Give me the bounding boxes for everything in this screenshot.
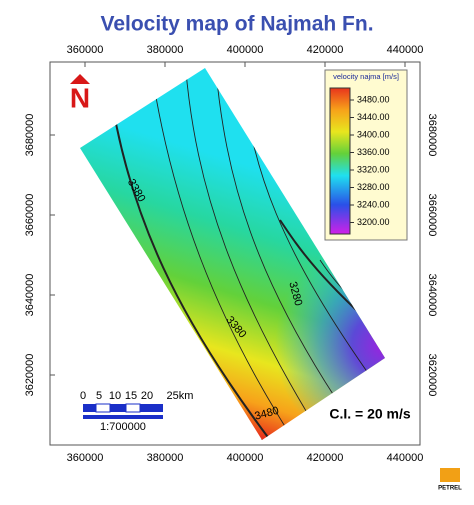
scale-label: 5 <box>96 390 102 402</box>
legend-label: 3400.00 <box>357 129 390 139</box>
scale-label: 20 <box>141 390 153 402</box>
y-tick-label-left: 3620000 <box>24 354 36 397</box>
scale-label: 0 <box>80 390 86 402</box>
velocity-surface-low <box>80 68 385 440</box>
y-tick-label-left: 3660000 <box>24 194 36 237</box>
x-tick-label-top: 440000 <box>387 44 424 56</box>
x-tick-label-top: 380000 <box>147 44 184 56</box>
x-tick-label-top: 400000 <box>227 44 264 56</box>
scale-label: 15 <box>125 390 137 402</box>
contour-interval: C.I. = 20 m/s <box>329 406 411 422</box>
legend-label: 3240.00 <box>357 199 390 209</box>
logo-icon <box>440 468 460 482</box>
legend-title: velocity najma [m/s] <box>333 72 399 81</box>
x-tick-label-bottom: 380000 <box>147 452 184 464</box>
legend-label: 3320.00 <box>357 164 390 174</box>
scale-bar <box>83 403 163 419</box>
y-tick-label-left: 3680000 <box>24 114 36 157</box>
x-tick-label-top: 360000 <box>67 44 104 56</box>
map-frame <box>49 61 421 446</box>
x-tick-label-bottom: 400000 <box>227 452 264 464</box>
y-tick-label-left: 3640000 <box>24 274 36 317</box>
legend-label: 3280.00 <box>357 182 390 192</box>
x-tick-label-bottom: 360000 <box>67 452 104 464</box>
legend-label: 3200.00 <box>357 217 390 227</box>
x-tick-label-bottom: 440000 <box>387 452 424 464</box>
y-tick-label-right: 3640000 <box>426 274 438 317</box>
y-tick-label-right: 3680000 <box>426 114 438 157</box>
legend-label: 3440.00 <box>357 112 390 122</box>
scale-label: 10 <box>109 390 121 402</box>
x-tick-label-bottom: 420000 <box>307 452 344 464</box>
logo: PETREL <box>438 486 462 492</box>
north-arrow: N <box>70 82 90 113</box>
legend-label: 3480.00 <box>357 94 390 104</box>
scale-label: 25km <box>167 390 194 402</box>
scale-ratio: 1:700000 <box>100 421 146 433</box>
y-tick-label-right: 3620000 <box>426 354 438 397</box>
x-tick-label-top: 420000 <box>307 44 344 56</box>
y-tick-label-right: 3660000 <box>426 194 438 237</box>
north-pointer <box>70 74 90 84</box>
legend-label: 3360.00 <box>357 147 390 157</box>
color-bar <box>329 87 351 235</box>
title: Velocity map of Najmah Fn. <box>100 13 373 36</box>
